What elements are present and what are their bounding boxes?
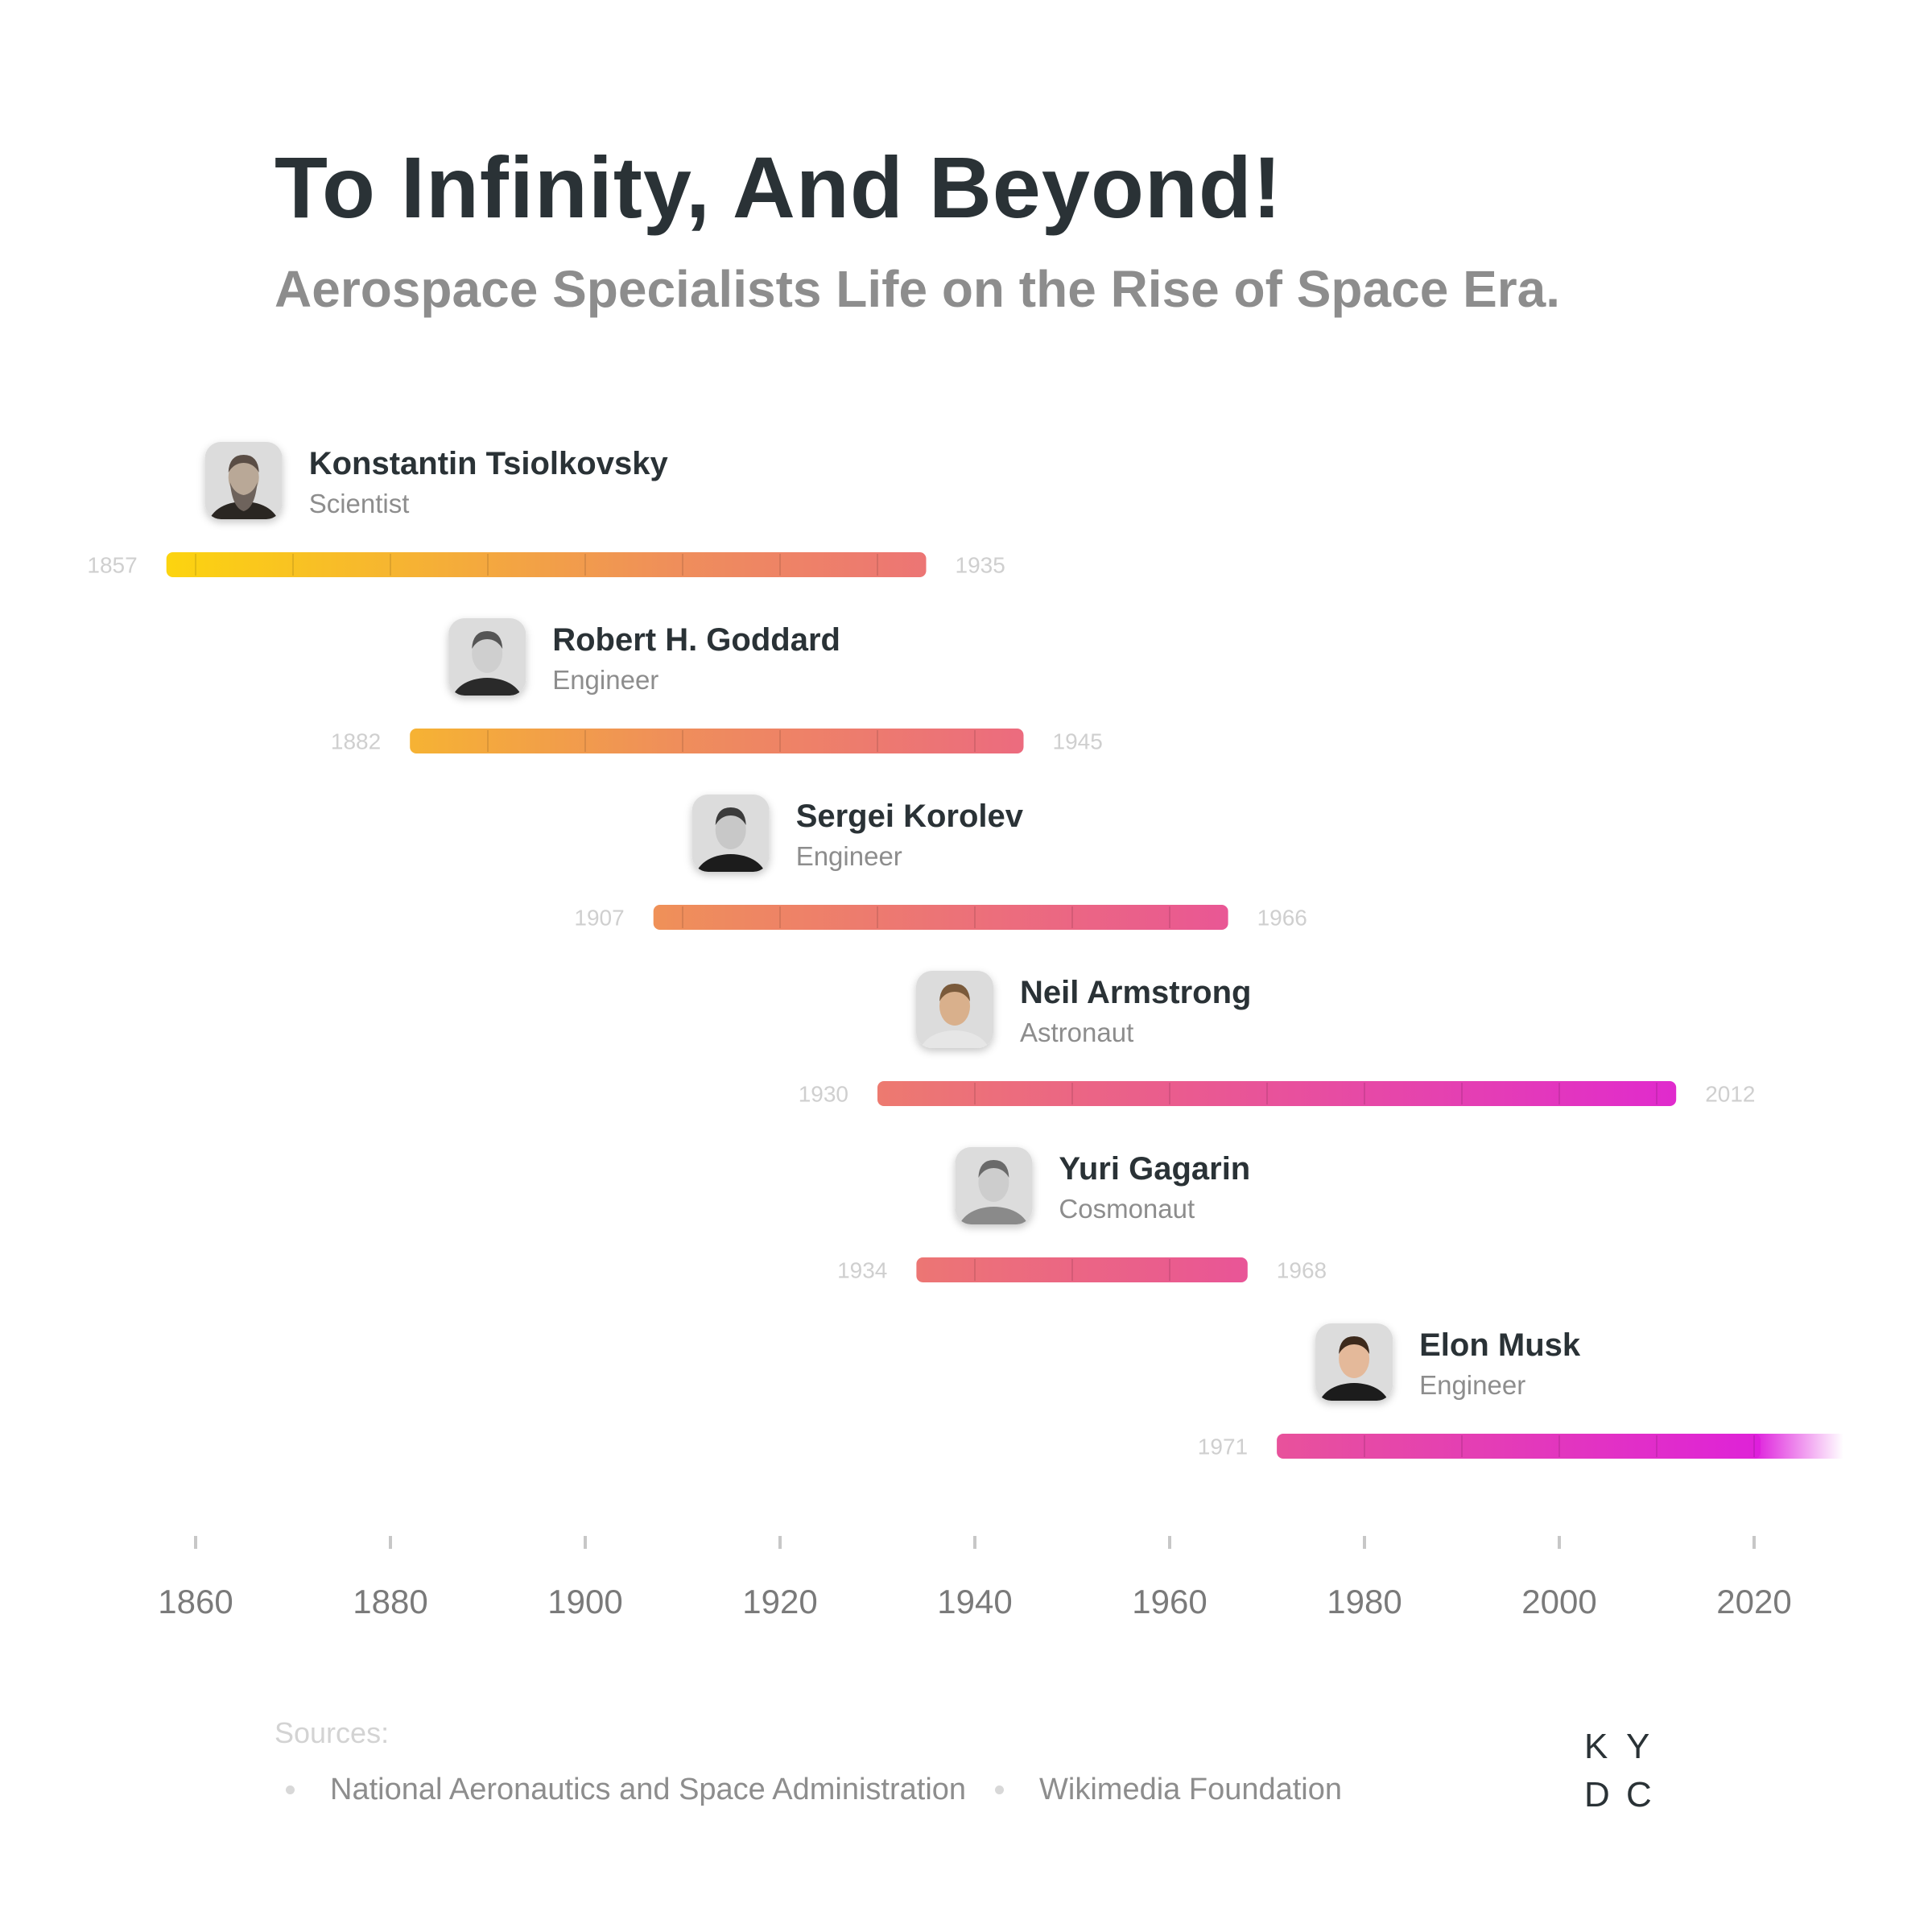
death-year-label: 2012: [1705, 1082, 1755, 1107]
x-tick-label: 2000: [1521, 1583, 1596, 1620]
goddard-portrait-icon: [448, 618, 526, 696]
person-role: Engineer: [1419, 1370, 1525, 1400]
life-span-bar-fade: [1754, 1434, 1843, 1459]
x-tick-label: 1960: [1132, 1583, 1207, 1620]
korolev-portrait-icon: [691, 795, 770, 872]
birth-year-label: 1930: [799, 1082, 848, 1107]
person-role: Cosmonaut: [1059, 1194, 1195, 1224]
portrait-icon: [691, 795, 770, 872]
x-tick-label: 1900: [547, 1583, 622, 1620]
person-row: 1907 1966 Sergei Korolev Engineer: [574, 795, 1307, 931]
portrait-icon: [448, 618, 526, 696]
birth-year-label: 1934: [837, 1258, 887, 1283]
life-span-bar: [1277, 1434, 1761, 1459]
logo-letter: Y: [1626, 1727, 1649, 1766]
armstrong-portrait-icon: [916, 971, 993, 1048]
source-label: Wikimedia Foundation: [1039, 1773, 1343, 1806]
person-name: Robert H. Goddard: [552, 622, 840, 658]
person-row: 1930 2012 Neil Armstrong Astronaut: [799, 971, 1755, 1107]
birth-year-label: 1882: [331, 729, 381, 754]
portrait-icon: [1315, 1323, 1393, 1401]
chart-title: To Infinity, And Beyond!: [275, 138, 1282, 236]
tsiolkovsky-portrait-icon: [204, 442, 283, 519]
life-span-bar: [166, 552, 927, 577]
person-role: Engineer: [796, 841, 902, 871]
sources-list: National Aeronautics and Space Administr…: [286, 1773, 1342, 1807]
life-span-bar: [877, 1081, 1677, 1106]
person-row: 1971 Elon Musk Engineer: [1198, 1323, 1843, 1459]
life-span-bar: [653, 905, 1228, 930]
logo-letter: D: [1584, 1775, 1610, 1811]
person-row: 1934 1968 Yuri Gagarin Cosmonaut: [837, 1147, 1327, 1283]
person-name: Konstantin Tsiolkovsky: [309, 446, 669, 481]
person-role: Engineer: [552, 665, 658, 695]
sources-block: Sources: National Aeronautics and Space …: [275, 1716, 1342, 1806]
portrait-icon: [955, 1147, 1033, 1224]
source-item: National Aeronautics and Space Administr…: [286, 1773, 966, 1807]
person-role: Astronaut: [1020, 1018, 1133, 1047]
person-name: Yuri Gagarin: [1059, 1151, 1250, 1187]
portrait-icon: [204, 442, 283, 519]
person-name: Neil Armstrong: [1020, 975, 1251, 1010]
birth-year-label: 1857: [87, 553, 137, 578]
musk-portrait-icon: [1315, 1323, 1393, 1401]
person-name: Elon Musk: [1419, 1327, 1581, 1363]
bullet-dot-icon: [995, 1785, 1005, 1794]
death-year-label: 1968: [1277, 1258, 1327, 1283]
birth-year-label: 1971: [1198, 1435, 1248, 1459]
x-tick-label: 1880: [353, 1583, 427, 1620]
person-role: Scientist: [309, 489, 410, 518]
person-row: 1857 1935 Konstantin Tsiolkovsky Scientist: [87, 442, 1005, 578]
death-year-label: 1945: [1053, 729, 1103, 754]
death-year-label: 1966: [1257, 906, 1307, 931]
source-label: National Aeronautics and Space Administr…: [330, 1773, 967, 1806]
logo-letter: C: [1626, 1775, 1652, 1811]
portrait-icon: [916, 971, 993, 1048]
death-year-label: 1935: [956, 553, 1005, 578]
x-tick-label: 1940: [937, 1583, 1012, 1620]
bullet-dot-icon: [286, 1785, 295, 1794]
x-tick-label: 1860: [158, 1583, 233, 1620]
logo-letter: K: [1584, 1727, 1608, 1766]
source-item: Wikimedia Foundation: [995, 1773, 1342, 1807]
life-span-bar: [410, 729, 1024, 753]
person-row: 1882 1945 Robert H. Goddard Engineer: [331, 618, 1103, 754]
sources-title: Sources:: [275, 1716, 390, 1749]
chart-subtitle: Aerospace Specialists Life on the Rise o…: [275, 260, 1561, 318]
person-name: Sergei Korolev: [796, 799, 1024, 834]
x-tick-label: 1980: [1327, 1583, 1402, 1620]
x-axis: 1860 1880 1900 1920 1940 1960 1980 2000 2020: [158, 1536, 1792, 1620]
life-span-bar: [916, 1257, 1248, 1282]
kydc-logo: K Y D C: [1584, 1727, 1652, 1811]
birth-year-label: 1907: [574, 906, 624, 931]
x-tick-label: 2020: [1716, 1583, 1791, 1620]
x-tick-label: 1920: [742, 1583, 817, 1620]
gagarin-portrait-icon: [955, 1147, 1033, 1224]
